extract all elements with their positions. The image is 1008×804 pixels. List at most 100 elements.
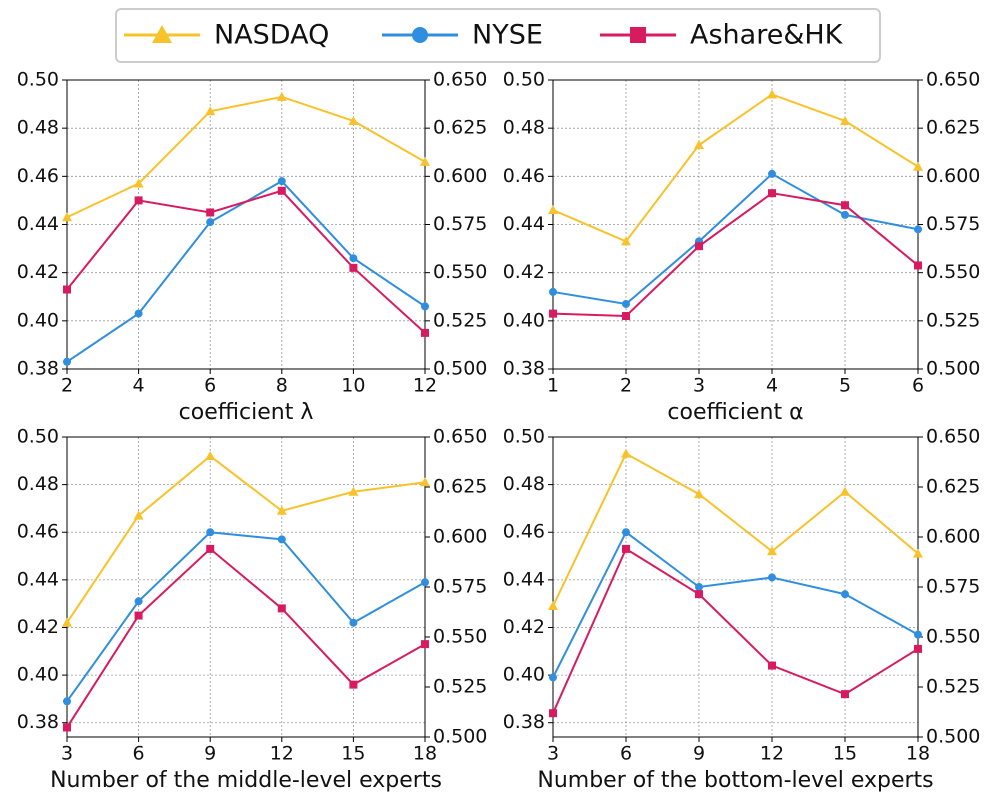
- x-tick-label: 12: [270, 743, 294, 765]
- data-point: [348, 115, 359, 125]
- data-point: [768, 573, 776, 582]
- data-point: [133, 178, 144, 188]
- data-point: [276, 91, 287, 101]
- x-tick-label: 4: [133, 375, 145, 397]
- x-tick-label: 9: [204, 743, 216, 765]
- data-point: [841, 201, 849, 210]
- y2-tick-label: 0.625: [433, 476, 487, 498]
- y2-tick-label: 0.550: [926, 261, 980, 283]
- data-point: [63, 285, 71, 294]
- plot-frame: [552, 436, 919, 738]
- y2-tick-label: 0.625: [926, 476, 980, 498]
- data-point: [621, 236, 631, 246]
- data-point: [768, 661, 776, 670]
- data-point: [694, 489, 704, 499]
- data-point: [548, 601, 558, 611]
- data-point: [349, 254, 358, 263]
- y-tick-label: 0.38: [17, 358, 59, 380]
- legend-label: Ashare&HK: [690, 20, 844, 51]
- x-tick-label: 18: [413, 743, 437, 765]
- y2-tick-label: 0.525: [433, 676, 487, 698]
- data-point: [914, 630, 922, 639]
- data-point: [840, 115, 850, 125]
- data-point: [695, 590, 703, 599]
- y-tick-label: 0.48: [503, 117, 545, 139]
- y2-tick-label: 0.600: [926, 165, 980, 187]
- plot-frame: [66, 436, 426, 738]
- data-point: [622, 528, 630, 537]
- series-line: [552, 452, 919, 607]
- y-tick-label: 0.40: [17, 664, 59, 686]
- y-tick-label: 0.38: [503, 358, 545, 380]
- x-tick-label: 4: [766, 375, 778, 397]
- plot-frame: [552, 79, 919, 370]
- data-point: [134, 611, 143, 620]
- x-tick-label: 8: [276, 375, 288, 397]
- data-point: [206, 218, 215, 227]
- data-point: [206, 544, 215, 553]
- y2-tick-label: 0.650: [433, 69, 487, 91]
- data-point: [420, 477, 430, 487]
- series-line: [66, 547, 426, 729]
- data-point: [277, 177, 286, 186]
- y2-tick-label: 0.575: [433, 213, 487, 235]
- data-point: [277, 604, 286, 613]
- y2-tick-label: 0.600: [433, 526, 487, 548]
- data-point: [62, 212, 72, 222]
- data-point: [206, 528, 215, 537]
- y2-tick-label: 0.600: [926, 526, 980, 548]
- data-point: [349, 263, 358, 272]
- y2-tick-label: 0.625: [926, 117, 980, 139]
- x-axis-label: Number of the bottom-level experts: [537, 768, 933, 793]
- data-point: [549, 287, 557, 296]
- data-point: [421, 578, 429, 587]
- data-point: [914, 644, 922, 653]
- data-point: [63, 723, 71, 732]
- legend-marker: [630, 27, 646, 43]
- data-point: [841, 210, 849, 219]
- y2-tick-label: 0.650: [926, 69, 980, 91]
- plot-frame: [66, 79, 426, 370]
- y-tick-label: 0.48: [503, 473, 545, 495]
- legend-label: NASDAQ: [214, 20, 329, 51]
- data-point: [913, 548, 923, 558]
- data-point: [348, 486, 359, 496]
- y2-tick-label: 0.550: [433, 261, 487, 283]
- data-point: [548, 205, 558, 215]
- series-line: [552, 547, 919, 714]
- data-point: [841, 590, 849, 599]
- data-point: [277, 186, 286, 195]
- y2-tick-label: 0.500: [926, 726, 980, 748]
- y2-tick-label: 0.550: [926, 626, 980, 648]
- y-tick-label: 0.50: [17, 69, 59, 91]
- data-point: [62, 617, 72, 627]
- series-line: [66, 95, 426, 219]
- data-point: [695, 583, 703, 591]
- y2-tick-label: 0.525: [926, 309, 980, 331]
- x-tick-label: 5: [839, 375, 851, 397]
- x-tick-label: 3: [61, 743, 73, 765]
- x-tick-label: 15: [341, 743, 365, 765]
- y-tick-label: 0.44: [503, 568, 545, 590]
- y2-tick-label: 0.525: [926, 676, 980, 698]
- y2-tick-label: 0.600: [433, 165, 487, 187]
- y-tick-label: 0.38: [17, 711, 59, 733]
- data-point: [549, 309, 557, 318]
- data-point: [914, 225, 922, 234]
- y-tick-label: 0.48: [17, 473, 59, 495]
- y-tick-label: 0.44: [503, 213, 545, 235]
- data-point: [841, 690, 849, 699]
- legend-marker: [152, 25, 172, 43]
- data-point: [205, 451, 216, 461]
- data-point: [421, 328, 429, 337]
- data-point: [63, 357, 71, 366]
- data-point: [767, 89, 777, 99]
- y2-tick-label: 0.500: [926, 358, 980, 380]
- y-tick-label: 0.46: [17, 521, 59, 543]
- y-tick-label: 0.50: [17, 426, 59, 448]
- x-tick-label: 6: [620, 743, 632, 765]
- legend-box: [115, 8, 881, 63]
- series-line: [66, 179, 426, 363]
- data-point: [622, 299, 630, 308]
- data-point: [349, 618, 358, 627]
